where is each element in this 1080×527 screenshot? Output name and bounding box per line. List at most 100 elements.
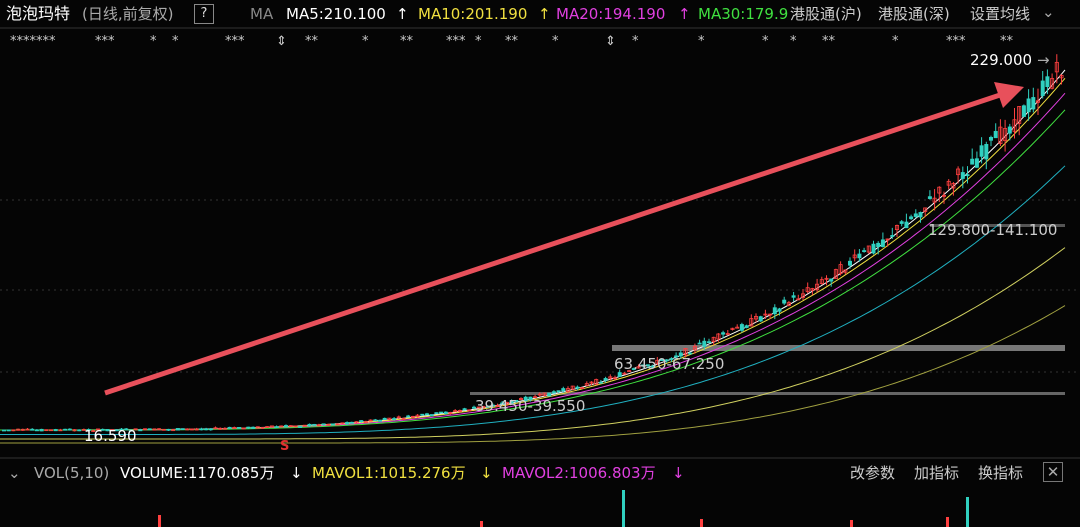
candle-body: [443, 411, 448, 414]
candle-body: [721, 332, 726, 335]
candle-body: [528, 396, 533, 401]
ma-settings[interactable]: 设置均线: [970, 5, 1031, 23]
candle-body: [697, 342, 702, 345]
candle-body: [749, 318, 754, 327]
candle-body: [1036, 100, 1041, 103]
candle-body: [533, 396, 538, 399]
candle-body: [171, 429, 176, 432]
candle-body: [232, 427, 237, 429]
mavol2: MAVOL2:1006.803万: [502, 464, 656, 482]
candle-body: [650, 365, 655, 368]
candle-body: [410, 415, 415, 418]
candle-body: [951, 182, 956, 189]
hk-connect-sh[interactable]: 港股通(沪): [790, 5, 862, 23]
candle-body: [359, 420, 364, 422]
volume-bar: [480, 521, 483, 527]
candle-body: [984, 143, 989, 160]
candle-body: [735, 326, 740, 329]
candle-body: [598, 381, 603, 384]
candle-body: [692, 345, 697, 351]
candle-body: [138, 429, 143, 432]
candle-body: [194, 428, 199, 431]
candle-body: [1054, 61, 1059, 73]
candle-body: [989, 136, 994, 141]
candle-body: [91, 430, 96, 433]
candle-body: [246, 426, 251, 429]
candle-body: [298, 426, 303, 428]
candle-body: [904, 221, 909, 229]
candle-body: [307, 423, 312, 427]
candle-body: [189, 428, 194, 431]
collapse[interactable]: ⌄: [1042, 3, 1055, 21]
candle-body: [354, 421, 359, 424]
candle-body: [316, 424, 321, 427]
candle-body: [283, 425, 288, 428]
candle-body: [335, 423, 340, 426]
masked-text: *: [150, 34, 157, 49]
masked-text: *******: [10, 34, 56, 49]
candle-body: [805, 287, 810, 293]
candle-body: [30, 428, 35, 431]
candle-body: [486, 405, 491, 408]
candle-body: [124, 428, 129, 431]
candle-body: [251, 426, 256, 429]
candle-body: [744, 325, 749, 328]
candle-body: [504, 402, 509, 405]
candle-body: [810, 288, 815, 291]
edit-params[interactable]: 改参数: [850, 464, 896, 482]
candle-body: [1026, 98, 1031, 113]
candle-body: [918, 212, 923, 218]
candle-body: [208, 428, 213, 431]
candle-body: [213, 427, 218, 430]
trend-arrowhead: [994, 82, 1024, 108]
candle-body: [664, 359, 669, 362]
candle-body: [655, 359, 660, 364]
hk-connect-sz[interactable]: 港股通(深): [878, 5, 950, 23]
masked-text: **: [505, 34, 518, 49]
candle-body: [453, 410, 458, 412]
masked-text: ⇕: [276, 34, 287, 49]
candle-body: [11, 429, 16, 432]
switch-indicator[interactable]: 换指标: [978, 464, 1024, 482]
add-indicator[interactable]: 加指标: [914, 464, 960, 482]
candle-body: [424, 413, 429, 416]
volume-bar: [158, 515, 161, 527]
candle-body: [368, 419, 373, 422]
candle-body: [152, 428, 157, 431]
candle-body: [1031, 97, 1036, 110]
candle-body: [260, 427, 265, 429]
candle-body: [302, 424, 307, 427]
candle-body: [1012, 119, 1017, 132]
candle-body: [880, 239, 885, 247]
candle-body: [772, 307, 777, 315]
candle-body: [279, 425, 284, 428]
candle-body: [265, 426, 270, 428]
masked-text: **: [400, 34, 413, 49]
high-arrow: →: [1037, 51, 1050, 69]
candle-body: [274, 426, 279, 429]
candle-body: [53, 429, 58, 432]
candle-body: [960, 172, 965, 179]
sell-marker: S: [280, 439, 290, 454]
candle-body: [1050, 78, 1055, 89]
masked-text: *: [790, 34, 797, 49]
candle-body: [147, 428, 152, 431]
candle-body: [570, 385, 575, 390]
candle-body: [542, 392, 547, 397]
candle-body: [796, 298, 801, 301]
high-label: 229.000: [970, 51, 1033, 69]
candle-body: [44, 429, 49, 432]
candle-body: [979, 145, 984, 157]
candle-body: [974, 158, 979, 168]
candle-body: [429, 414, 434, 417]
ma5-arrow: ↑: [396, 5, 409, 23]
close-button[interactable]: ✕: [1043, 462, 1063, 482]
ma10: MA10:201.190: [418, 5, 528, 23]
zone2-label: 63.450-67.250: [614, 355, 725, 373]
vol-expand[interactable]: ⌄: [8, 464, 21, 482]
help-button[interactable]: ?: [194, 4, 214, 24]
candle-body: [340, 422, 345, 425]
candle-body: [34, 429, 39, 432]
